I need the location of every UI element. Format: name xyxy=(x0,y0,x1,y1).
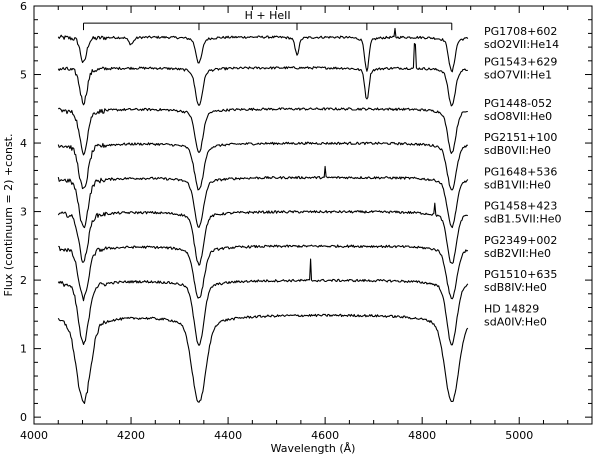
plot-border xyxy=(33,5,593,425)
star-name-label: PG1543+629 xyxy=(484,56,557,69)
y-axis: 0 1 2 3 4 5 6 xyxy=(20,0,592,424)
y-tick-label: 4 xyxy=(20,137,27,150)
spectrum-line xyxy=(57,141,468,191)
star-class-label: sdO7VII:He1 xyxy=(484,69,552,82)
spectrum-line xyxy=(58,244,469,302)
bracket-label: H + HeII xyxy=(245,9,291,22)
y-axis-title: Flux (continuum = 2) +const. xyxy=(2,134,15,297)
x-tick-label: 4600 xyxy=(311,429,339,442)
star-name-label: PG2151+100 xyxy=(484,131,557,144)
y-tick-label: 0 xyxy=(20,411,27,424)
spectrum-line xyxy=(57,27,469,73)
plot-frame xyxy=(33,5,593,425)
star-class-label: sdB8IV:He0 xyxy=(484,281,547,294)
star-class-label: sdB0VII:He0 xyxy=(484,144,551,157)
spectrum-line xyxy=(57,42,468,107)
y-tick-label: 5 xyxy=(20,69,27,82)
star-class-label: sdB1.5VII:He0 xyxy=(484,213,562,226)
spectrum-line xyxy=(57,258,469,346)
x-tick-label: 4000 xyxy=(20,429,48,442)
spectrum-line xyxy=(57,313,469,404)
y-tick-label: 3 xyxy=(20,206,27,219)
star-name-label: PG1458+423 xyxy=(484,200,557,213)
line-bracket: H + HeII xyxy=(82,9,453,31)
star-name-label: HD 14829 xyxy=(484,302,539,315)
spectrum-line xyxy=(57,202,468,266)
spectra-series xyxy=(57,27,469,404)
star-class-label: sdB1VII:He0 xyxy=(484,178,551,191)
star-class-label: sdA0IV:He0 xyxy=(484,315,547,328)
star-class-label: sdO8VII:He0 xyxy=(484,110,552,123)
y-tick-label: 6 xyxy=(20,0,27,13)
x-tick-label: 4400 xyxy=(214,429,242,442)
star-name-label: PG2349+002 xyxy=(484,234,557,247)
star-name-label: PG1448-052 xyxy=(484,97,552,110)
y-tick-label: 2 xyxy=(20,274,27,287)
x-axis: 4000 4200 4400 4600 4800 5000 xyxy=(20,6,593,442)
star-class-label: sdO2VII:He14 xyxy=(484,38,559,51)
spectrum-line xyxy=(57,165,469,229)
x-axis-title: Wavelength (Å) xyxy=(271,442,356,455)
star-name-label: PG1708+602 xyxy=(484,25,557,38)
y-tick-label: 1 xyxy=(20,343,27,356)
x-tick-label: 5000 xyxy=(505,429,533,442)
star-class-label: sdB2VII:He0 xyxy=(484,247,551,260)
spectrum-line xyxy=(57,107,468,156)
x-tick-label: 4800 xyxy=(408,429,436,442)
x-tick-label: 4200 xyxy=(117,429,145,442)
star-name-label: PG1648+536 xyxy=(484,165,557,178)
star-name-label: PG1510+635 xyxy=(484,268,557,281)
